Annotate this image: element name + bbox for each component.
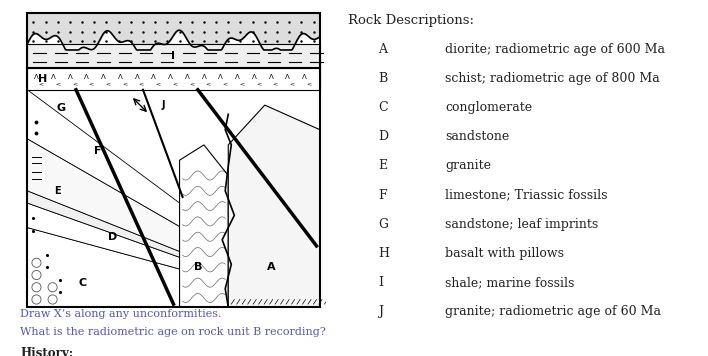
Text: B: B: [378, 72, 387, 85]
Text: D: D: [108, 232, 118, 242]
Text: schist; radiometric age of 800 Ma: schist; radiometric age of 800 Ma: [445, 72, 660, 85]
Text: A: A: [378, 43, 387, 56]
Text: $\Lambda$: $\Lambda$: [184, 72, 190, 80]
Bar: [28, 44, 319, 68]
Text: C: C: [78, 278, 86, 288]
Text: <: <: [72, 81, 77, 86]
Text: <: <: [189, 81, 195, 86]
Text: History:: History:: [20, 347, 73, 356]
Text: $\Lambda$: $\Lambda$: [33, 72, 40, 80]
Text: <: <: [55, 81, 60, 86]
Polygon shape: [228, 105, 319, 307]
Text: $\Lambda$: $\Lambda$: [50, 72, 57, 80]
Text: E: E: [378, 159, 387, 173]
Text: $\Lambda$: $\Lambda$: [84, 72, 90, 80]
Text: <: <: [139, 81, 144, 86]
Text: <: <: [206, 81, 211, 86]
Text: $\Lambda$: $\Lambda$: [284, 72, 291, 80]
Polygon shape: [28, 227, 319, 307]
Text: <: <: [105, 81, 110, 86]
Text: <: <: [256, 81, 261, 86]
Text: $\Lambda$: $\Lambda$: [251, 72, 258, 80]
Text: I: I: [171, 51, 176, 61]
Text: <: <: [156, 81, 161, 86]
Text: E: E: [55, 186, 61, 196]
Text: C: C: [378, 101, 387, 114]
Text: <: <: [290, 81, 295, 86]
Text: J: J: [161, 100, 165, 110]
Text: $\Lambda$: $\Lambda$: [67, 72, 74, 80]
Text: $\Lambda$: $\Lambda$: [134, 72, 140, 80]
Text: G: G: [378, 218, 388, 231]
Text: <: <: [88, 81, 94, 86]
Text: I: I: [378, 276, 383, 289]
Text: A: A: [267, 262, 275, 272]
Text: $\Lambda$: $\Lambda$: [301, 72, 308, 80]
Text: <: <: [239, 81, 244, 86]
Text: $\Lambda$: $\Lambda$: [268, 72, 274, 80]
Text: <: <: [122, 81, 127, 86]
Text: basalt with pillows: basalt with pillows: [445, 247, 564, 260]
Text: F: F: [93, 146, 101, 156]
Text: $\Lambda$: $\Lambda$: [234, 72, 241, 80]
Text: Rock Descriptions:: Rock Descriptions:: [348, 14, 474, 27]
Text: B: B: [193, 262, 202, 272]
Text: H: H: [38, 74, 47, 84]
Bar: [28, 68, 319, 90]
Text: D: D: [378, 130, 388, 143]
Text: $\Lambda$: $\Lambda$: [100, 72, 107, 80]
Text: $\Lambda$: $\Lambda$: [167, 72, 173, 80]
Text: sandstone: sandstone: [445, 130, 510, 143]
Polygon shape: [28, 90, 319, 307]
Text: What is the radiometric age on rock unit B recording?: What is the radiometric age on rock unit…: [20, 327, 326, 337]
Text: <: <: [273, 81, 278, 86]
Text: sandstone; leaf imprints: sandstone; leaf imprints: [445, 218, 598, 231]
Text: <: <: [307, 81, 312, 86]
Text: <: <: [172, 81, 178, 86]
Text: H: H: [378, 247, 389, 260]
Bar: [28, 90, 319, 307]
Text: $\Lambda$: $\Lambda$: [117, 72, 124, 80]
Text: limestone; Triassic fossils: limestone; Triassic fossils: [445, 189, 608, 202]
Text: <: <: [222, 81, 228, 86]
Text: G: G: [56, 103, 65, 113]
Polygon shape: [28, 203, 319, 307]
Text: $\Lambda$: $\Lambda$: [150, 72, 157, 80]
Text: $\Lambda$: $\Lambda$: [217, 72, 224, 80]
Text: granite: granite: [445, 159, 491, 173]
Text: J: J: [378, 305, 383, 319]
Text: diorite; radiometric age of 600 Ma: diorite; radiometric age of 600 Ma: [445, 43, 666, 56]
Polygon shape: [28, 139, 319, 307]
Text: F: F: [378, 189, 387, 202]
Polygon shape: [180, 145, 228, 307]
Text: <: <: [38, 81, 44, 86]
Text: Draw X’s along any unconformities.: Draw X’s along any unconformities.: [20, 309, 222, 319]
Text: conglomerate: conglomerate: [445, 101, 532, 114]
Text: $\Lambda$: $\Lambda$: [200, 72, 207, 80]
Text: shale; marine fossils: shale; marine fossils: [445, 276, 575, 289]
Text: granite; radiometric age of 60 Ma: granite; radiometric age of 60 Ma: [445, 305, 661, 319]
Polygon shape: [28, 191, 319, 307]
